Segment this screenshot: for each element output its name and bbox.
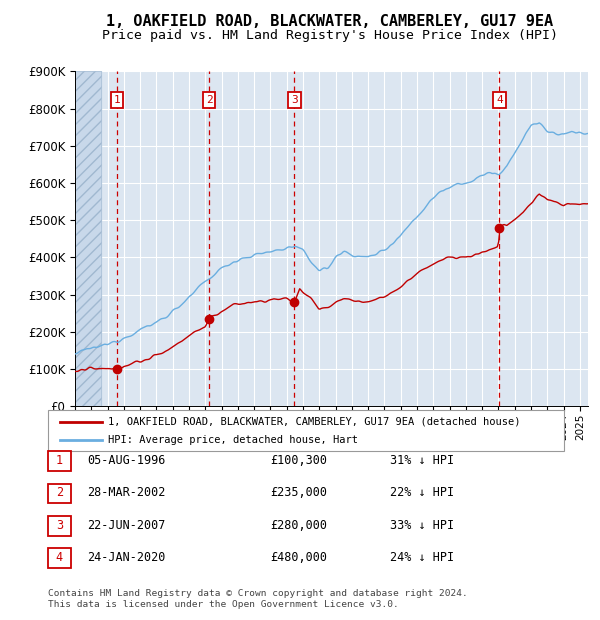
Text: 31% ↓ HPI: 31% ↓ HPI — [390, 454, 454, 467]
Text: 1: 1 — [113, 95, 121, 105]
Text: 1, OAKFIELD ROAD, BLACKWATER, CAMBERLEY, GU17 9EA (detached house): 1, OAKFIELD ROAD, BLACKWATER, CAMBERLEY,… — [108, 417, 521, 427]
Text: 33% ↓ HPI: 33% ↓ HPI — [390, 519, 454, 531]
Text: 2: 2 — [56, 487, 63, 499]
Text: £280,000: £280,000 — [270, 519, 327, 531]
Text: 4: 4 — [56, 551, 63, 564]
Text: 3: 3 — [56, 519, 63, 531]
Text: £235,000: £235,000 — [270, 487, 327, 499]
Text: 05-AUG-1996: 05-AUG-1996 — [87, 454, 166, 467]
Text: 24-JAN-2020: 24-JAN-2020 — [87, 551, 166, 564]
Text: 4: 4 — [496, 95, 503, 105]
Text: 1: 1 — [56, 454, 63, 467]
Text: Price paid vs. HM Land Registry's House Price Index (HPI): Price paid vs. HM Land Registry's House … — [102, 30, 558, 42]
Text: 22-JUN-2007: 22-JUN-2007 — [87, 519, 166, 531]
Bar — [75, 71, 101, 406]
Text: £100,300: £100,300 — [270, 454, 327, 467]
Text: 2: 2 — [206, 95, 212, 105]
Text: HPI: Average price, detached house, Hart: HPI: Average price, detached house, Hart — [108, 435, 358, 445]
Bar — [75, 71, 101, 406]
Text: 1, OAKFIELD ROAD, BLACKWATER, CAMBERLEY, GU17 9EA: 1, OAKFIELD ROAD, BLACKWATER, CAMBERLEY,… — [106, 14, 554, 29]
Text: Contains HM Land Registry data © Crown copyright and database right 2024.
This d: Contains HM Land Registry data © Crown c… — [48, 590, 468, 609]
Text: £480,000: £480,000 — [270, 551, 327, 564]
Text: 3: 3 — [291, 95, 298, 105]
Text: 22% ↓ HPI: 22% ↓ HPI — [390, 487, 454, 499]
Text: 28-MAR-2002: 28-MAR-2002 — [87, 487, 166, 499]
Text: 24% ↓ HPI: 24% ↓ HPI — [390, 551, 454, 564]
